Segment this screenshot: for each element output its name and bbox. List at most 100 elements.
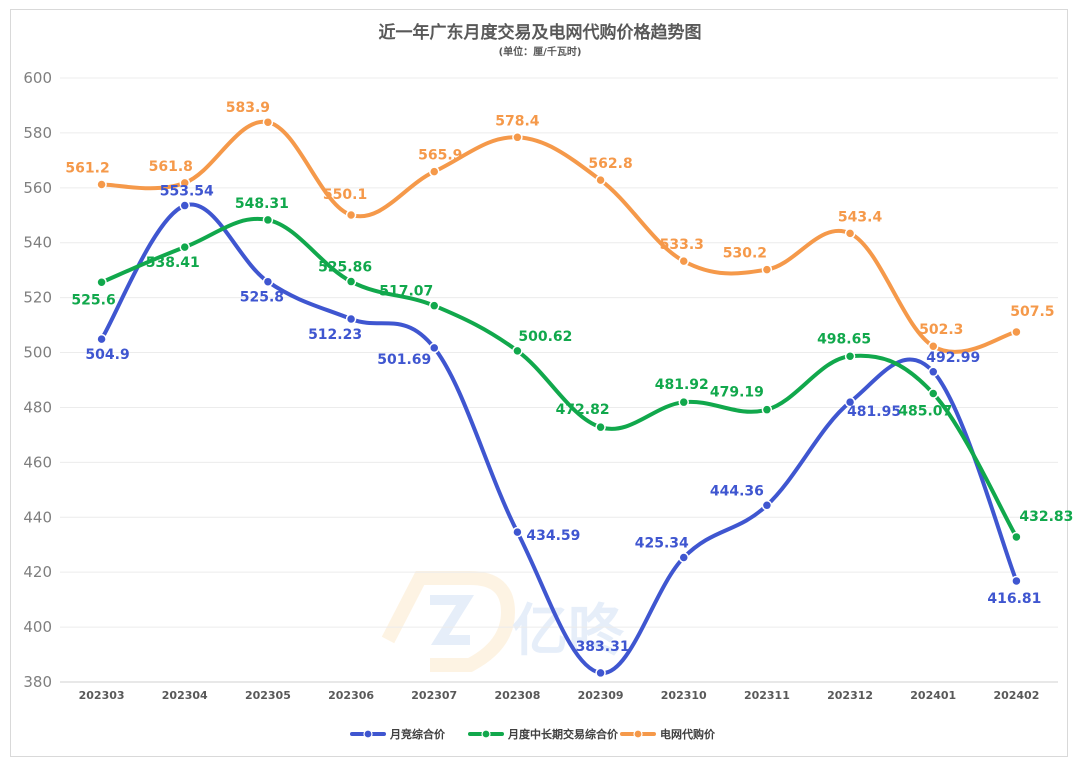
y-tick-label: 540 [23, 234, 52, 252]
y-tick-label: 420 [23, 563, 52, 581]
data-label: 543.4 [838, 209, 883, 225]
x-tick-label: 202310 [661, 689, 707, 702]
data-label: 517.07 [379, 284, 433, 300]
x-tick-label: 202401 [910, 689, 956, 702]
data-label: 548.31 [235, 196, 289, 212]
data-point [179, 177, 190, 189]
x-tick-label: 202402 [993, 689, 1039, 702]
data-label: 530.2 [723, 246, 767, 262]
data-point [345, 276, 357, 287]
data-label: 500.62 [518, 329, 572, 345]
data-label: 481.92 [655, 377, 709, 393]
data-label: 538.41 [146, 255, 200, 271]
x-tick-label: 202303 [79, 689, 125, 702]
legend-label: 电网代购价 [660, 727, 716, 741]
y-tick-label: 600 [23, 69, 52, 87]
data-label: 498.65 [817, 331, 871, 347]
data-point [1011, 326, 1022, 338]
data-label: 479.19 [710, 385, 764, 401]
x-tick-label: 202304 [162, 689, 208, 702]
data-label: 425.34 [635, 536, 689, 552]
data-point [844, 351, 856, 362]
data-point [844, 396, 856, 408]
y-tick-label: 460 [23, 453, 52, 471]
data-label: 553.54 [160, 184, 214, 200]
data-label: 583.9 [226, 100, 270, 116]
data-label: 481.95 [847, 404, 901, 420]
data-point [844, 228, 856, 239]
data-point [179, 200, 190, 211]
chart-frame [10, 9, 1068, 757]
data-point [1011, 531, 1022, 543]
y-tick-label: 580 [23, 124, 52, 142]
legend-marker [363, 729, 373, 739]
chart-subtitle: (单位：厘/千瓦时) [498, 47, 582, 58]
data-point [512, 345, 523, 357]
legend-marker [633, 729, 643, 739]
data-label: 485.07 [898, 404, 952, 420]
data-label: 533.3 [660, 237, 704, 253]
y-tick-label: 480 [23, 398, 52, 416]
data-point [678, 396, 689, 408]
data-label: 383.31 [576, 639, 630, 655]
data-point [595, 667, 606, 679]
data-label: 444.36 [710, 483, 764, 499]
data-point [761, 264, 773, 275]
x-tick-label: 202312 [827, 689, 873, 702]
data-label: 512.23 [308, 327, 362, 343]
data-label: 434.59 [526, 528, 580, 544]
data-point [345, 209, 357, 221]
data-point [1011, 575, 1022, 587]
data-point [96, 179, 107, 190]
data-label: 562.8 [588, 156, 632, 172]
x-tick-label: 202311 [744, 689, 790, 702]
data-point [429, 166, 440, 177]
data-point [345, 313, 357, 325]
data-label: 578.4 [495, 113, 540, 129]
watermark-logo: 亿咚 [381, 571, 625, 672]
x-tick-label: 202309 [578, 689, 624, 702]
data-point [678, 255, 689, 267]
data-label: 501.69 [377, 352, 431, 368]
data-label: 561.8 [149, 159, 193, 175]
series-line-3 [99, 119, 1019, 354]
data-label: 492.99 [926, 350, 980, 366]
series-line-1 [99, 202, 1019, 675]
watermark-text: 亿咚 [512, 599, 625, 662]
data-point [761, 500, 773, 511]
data-point [678, 552, 689, 563]
data-point [512, 132, 523, 143]
data-label: 432.83 [1019, 509, 1073, 525]
data-point [928, 388, 939, 399]
data-label: 525.6 [71, 292, 115, 308]
data-point [512, 526, 523, 538]
y-tick-label: 520 [23, 289, 52, 307]
data-label: 502.3 [919, 322, 963, 338]
data-point [928, 340, 939, 352]
data-point [761, 404, 773, 415]
chart-title: 近一年广东月度交易及电网代购价格趋势图 [378, 23, 702, 43]
data-point [179, 241, 190, 253]
data-label: 550.1 [323, 187, 367, 203]
data-point [429, 342, 440, 354]
data-point [262, 276, 274, 287]
y-tick-label: 380 [23, 673, 52, 691]
data-label: 472.82 [556, 402, 610, 418]
data-point [262, 214, 274, 226]
data-point [595, 421, 606, 433]
x-tick-label: 202306 [328, 689, 374, 702]
data-label: 507.5 [1010, 304, 1054, 320]
y-tick-label: 500 [23, 344, 52, 362]
data-label: 565.9 [418, 148, 462, 164]
data-point [928, 366, 939, 378]
legend-marker [481, 729, 491, 739]
x-tick-label: 202307 [411, 689, 457, 702]
legend-label: 月度中长期交易综合价 [507, 727, 619, 741]
y-tick-label: 560 [23, 179, 52, 197]
data-label: 525.86 [318, 260, 372, 276]
data-point [96, 333, 107, 345]
x-tick-label: 202305 [245, 689, 291, 702]
data-point [429, 300, 440, 311]
data-label: 525.8 [240, 290, 284, 306]
